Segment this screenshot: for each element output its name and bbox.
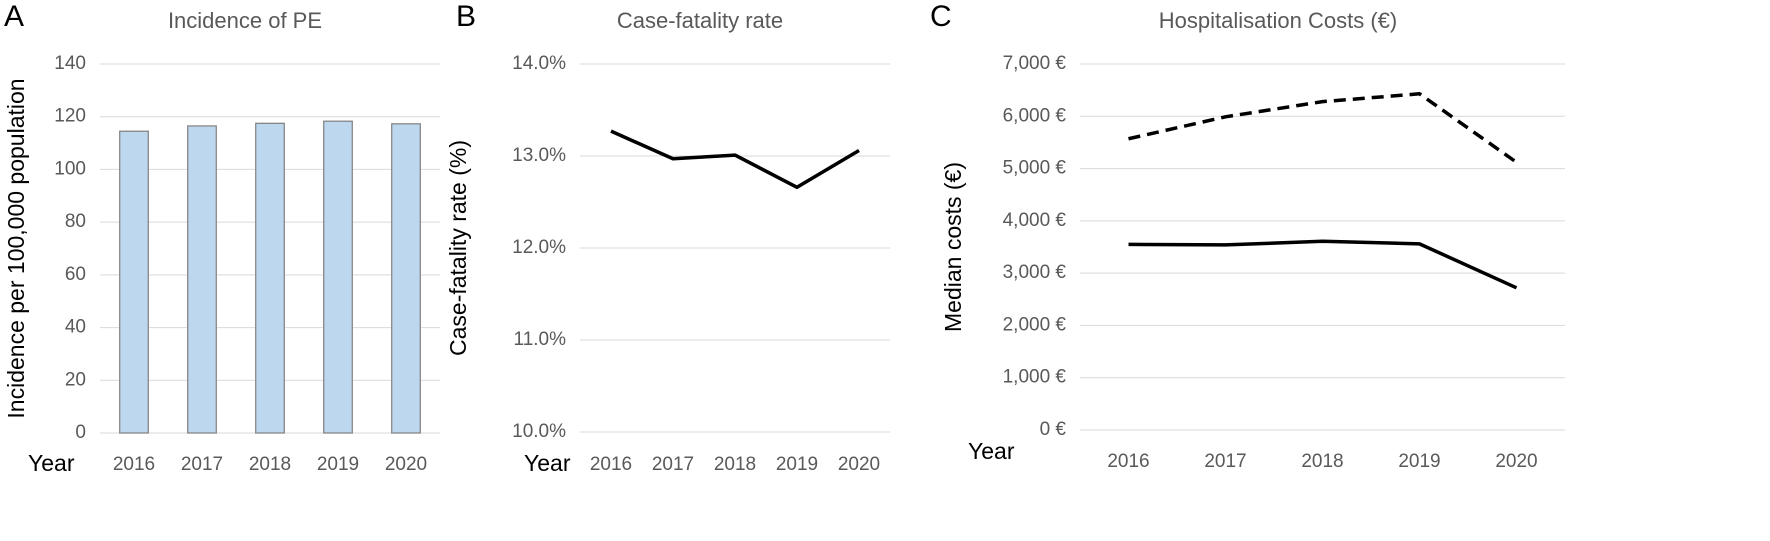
y-tick-label: 13.0% — [512, 145, 566, 166]
x-tick-label: 2019 — [317, 454, 359, 475]
y-tick-label: 5,000 € — [1003, 158, 1067, 179]
y-axis-label: Case-fatality rate (%) — [445, 140, 471, 356]
x-tick-label: 2016 — [590, 454, 632, 475]
y-tick-label: 10.0% — [512, 421, 566, 442]
x-axis-label: Year — [968, 438, 1015, 464]
data-line — [610, 129, 860, 190]
y-tick-label: 60 — [65, 264, 86, 285]
bar — [255, 122, 285, 434]
y-tick-label: 40 — [65, 317, 86, 338]
panel-label: C — [930, 0, 952, 33]
y-tick-label: 0 € — [1040, 419, 1067, 440]
y-tick-label: 12.0% — [512, 237, 566, 258]
x-axis-label: Year — [524, 450, 571, 476]
y-tick-label: 2,000 € — [1003, 314, 1067, 335]
y-tick-label: 11.0% — [514, 329, 567, 350]
x-axis-label: Year — [28, 450, 75, 476]
x-tick-label: 2020 — [385, 454, 427, 475]
x-tick-label: 2020 — [838, 454, 880, 475]
y-tick-label: 140 — [54, 53, 86, 74]
bar — [323, 120, 353, 434]
y-tick-label: 1,000 € — [1003, 367, 1067, 388]
data-line — [1128, 239, 1518, 290]
y-axis-label: Median costs (€) — [940, 162, 966, 332]
y-tick-label: 120 — [54, 106, 86, 127]
x-tick-label: 2019 — [1398, 451, 1440, 472]
x-tick-label: 2020 — [1495, 451, 1537, 472]
data-line — [1128, 92, 1518, 164]
y-tick-label: 4,000 € — [1003, 210, 1067, 231]
x-tick-label: 2019 — [776, 454, 818, 475]
x-tick-label: 2018 — [1301, 451, 1343, 472]
y-tick-label: 20 — [65, 369, 86, 390]
x-tick-label: 2017 — [652, 454, 694, 475]
x-tick-label: 2018 — [714, 454, 756, 475]
y-axis-label: Incidence per 100,000 population — [3, 78, 29, 418]
x-tick-label: 2016 — [113, 454, 155, 475]
bar — [391, 123, 421, 434]
y-tick-label: 6,000 € — [1003, 105, 1067, 126]
y-tick-label: 3,000 € — [1003, 262, 1067, 283]
chart-title: Case-fatality rate — [617, 8, 783, 33]
y-tick-label: 7,000 € — [1003, 53, 1067, 74]
x-tick-label: 2017 — [1204, 451, 1246, 472]
chart-title: Incidence of PE — [168, 8, 322, 33]
y-tick-label: 0 — [75, 422, 86, 443]
chart-title: Hospitalisation Costs (€) — [1159, 8, 1397, 33]
x-tick-label: 2016 — [1107, 451, 1149, 472]
bar — [119, 130, 149, 434]
y-tick-label: 100 — [54, 158, 86, 179]
panel-label: B — [456, 0, 476, 33]
x-tick-label: 2017 — [181, 454, 223, 475]
x-tick-label: 2018 — [249, 454, 291, 475]
bar — [187, 125, 217, 434]
y-tick-label: 80 — [65, 211, 86, 232]
y-tick-label: 14.0% — [512, 53, 566, 74]
panel-label: A — [4, 0, 24, 33]
